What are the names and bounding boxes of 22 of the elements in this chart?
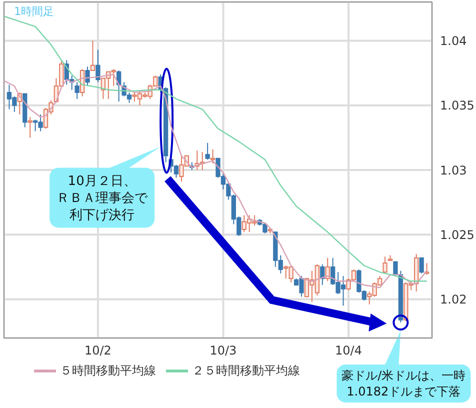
candlestick bbox=[419, 257, 424, 274]
legend-label: ２５時間移動平均線 bbox=[192, 363, 300, 378]
x-tick-label: 10/2 bbox=[84, 344, 112, 358]
candlestick bbox=[96, 49, 100, 83]
annotation: 豪ドル/米ドルは、一時1.0182ドルまで下落 bbox=[342, 368, 466, 398]
x-tick-label: 10/4 bbox=[335, 344, 362, 358]
candlestick bbox=[210, 148, 216, 164]
candlestick bbox=[205, 142, 210, 160]
candlestick bbox=[28, 116, 32, 138]
x-tick-label: 10/3 bbox=[210, 344, 237, 358]
y-tick-label: 1.04 bbox=[440, 34, 467, 48]
candlestick bbox=[90, 40, 96, 71]
chart-title: 1時間足 bbox=[14, 5, 54, 18]
y-tick-label: 1.02 bbox=[440, 292, 467, 306]
legend-label: ５時間移動平均線 bbox=[60, 363, 156, 378]
y-tick-label: 1.03 bbox=[440, 163, 467, 178]
candlestick bbox=[382, 256, 388, 274]
y-tick-label: 1.025 bbox=[440, 228, 474, 242]
y-tick-label: 1.035 bbox=[440, 98, 474, 113]
candlestick bbox=[74, 82, 80, 100]
candlestick bbox=[393, 261, 398, 276]
annotation: 10月２日、ＲＢＡ理事会で利下げ決行 bbox=[56, 174, 149, 224]
